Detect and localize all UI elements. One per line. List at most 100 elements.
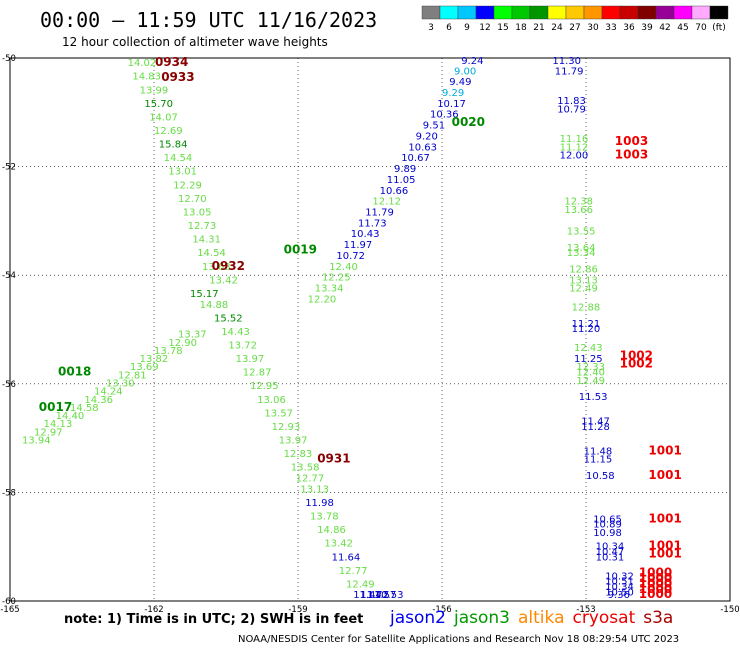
pass-time-label: 1001	[648, 443, 681, 457]
pass-time-label: 1002	[620, 348, 653, 362]
wave-height-label: 10.36	[430, 110, 459, 121]
lon-tick-label: -165	[0, 605, 19, 615]
map-frame	[9, 57, 731, 602]
pass-time-label: 0933	[161, 70, 194, 84]
wave-height-label: 11.16	[560, 134, 589, 145]
wave-height-points: 14.02 14.83 13.99 15.70 14.07 12.69 15.84 14.54…	[22, 56, 634, 601]
wave-height-label: 12.88	[572, 302, 601, 313]
wave-height-label: 9.51	[423, 121, 445, 132]
legend-bin-label: 30	[587, 23, 599, 33]
wave-height-label: 13.72	[228, 341, 257, 352]
wave-height-label: 15.84	[159, 140, 188, 151]
wave-height-label: 13.64	[567, 243, 596, 254]
wave-height-label: 9.36	[608, 590, 630, 601]
wave-height-label: 13.78	[154, 346, 183, 357]
wave-height-label: 11.21	[572, 319, 601, 330]
wave-height-label: 12.40	[329, 262, 358, 273]
pass-time-label: 1000	[639, 582, 672, 596]
pass-time-label: 1000	[639, 576, 672, 590]
wave-height-label: 14.40	[56, 411, 85, 422]
wave-height-label: 12.49	[576, 376, 605, 387]
legend-bin-label: 39	[641, 23, 653, 33]
lat-tick-label: -60	[2, 597, 16, 607]
wave-height-label: 11.72	[360, 590, 389, 601]
lon-tick-label: -153	[576, 605, 595, 615]
legend-swatch	[421, 5, 441, 20]
wave-height-label: 13.05	[183, 207, 212, 218]
pass-time-label: 0932	[212, 259, 245, 273]
satellite-legend: jason2 jason3 altika cryosat s3a	[390, 608, 681, 628]
axis-ticks: -165 -162 -159 -156 -153 -150 -50 -52 -54 -56 -58 -…	[0, 54, 739, 615]
wave-height-label: 12.20	[308, 294, 337, 305]
wave-height-label: 10.53	[375, 590, 404, 601]
wave-height-label: 11.48	[584, 446, 613, 457]
wave-height-label: 12.90	[168, 338, 197, 349]
wave-height-label: 13.78	[310, 512, 339, 523]
wave-height-label: 10.50	[605, 588, 634, 599]
wave-height-label: 9.29	[442, 88, 464, 99]
satellite-altika: altika	[518, 608, 565, 628]
lat-tick-label: -56	[2, 380, 16, 390]
wave-height-label: 11.83	[557, 96, 586, 107]
satellite-jason2: jason2	[390, 608, 446, 628]
wave-height-label: 15.52	[214, 313, 243, 324]
legend-swatch	[601, 5, 621, 20]
wave-height-label: 12.77	[339, 566, 368, 577]
wave-height-label: 13.99	[140, 85, 169, 96]
wave-height-label: 9.20	[416, 131, 438, 142]
wave-height-label: 9.00	[454, 66, 476, 77]
wave-height-label: 14.36	[84, 395, 113, 406]
wave-height-label: 13.13	[569, 275, 598, 286]
wave-height-label: 10.17	[437, 99, 466, 110]
wave-height-label: 11.25	[574, 354, 603, 365]
wave-height-label: 13.37	[178, 330, 207, 341]
legend-unit: (ft)	[712, 23, 726, 33]
wave-height-label: 11.15	[584, 455, 613, 466]
wave-height-label: 12.43	[574, 343, 603, 354]
wave-height-label: 11.79	[365, 207, 394, 218]
wave-height-label: 10.89	[593, 520, 622, 531]
legend-swatch	[511, 5, 531, 20]
legend-bin-label: 27	[569, 23, 580, 33]
pass-time-label: 1003	[615, 134, 648, 148]
legend-swatch	[709, 5, 729, 20]
lat-tick-label: -54	[2, 271, 16, 281]
legend-swatch	[673, 5, 693, 20]
legend-bin-label: 24	[551, 23, 563, 33]
wave-height-label: 12.83	[284, 449, 313, 460]
wave-height-label: 13.42	[324, 539, 353, 550]
wave-height-label: 10.31	[596, 552, 625, 563]
wave-height-label: 14.24	[94, 387, 123, 398]
wave-height-label: 12.77	[296, 474, 325, 485]
pass-time-label: 1000	[639, 566, 672, 580]
wave-height-label: 10.63	[408, 142, 437, 153]
wave-height-label: 13.66	[564, 205, 593, 216]
wave-height-label: 11.98	[305, 498, 334, 509]
legend-bin-label: 6	[446, 23, 452, 33]
wave-height-label: 11.57	[368, 590, 397, 601]
wave-height-label: 10.72	[336, 251, 365, 262]
lon-tick-label: -159	[288, 605, 307, 615]
wave-height-label: 12.40	[576, 368, 605, 379]
wave-height-label: 10.51	[605, 577, 634, 588]
pass-time-label: 1000	[639, 587, 672, 601]
page-title: 00:00 – 11:59 UTC 11/16/2023	[40, 8, 378, 32]
legend-bin-label: 18	[515, 23, 527, 33]
wave-height-label: 12.70	[178, 194, 207, 205]
pass-time-label: 1002	[620, 357, 653, 371]
legend-bin-label: 33	[605, 23, 616, 33]
legend-swatch	[619, 5, 639, 20]
legend-swatch	[637, 5, 657, 20]
wave-height-label: 10.34	[605, 582, 634, 593]
wave-height-label: 12.00	[560, 150, 589, 161]
wave-height-label: 14.88	[200, 300, 229, 311]
wave-height-label: 10.47	[596, 547, 625, 558]
wave-height-label: 12.97	[34, 427, 63, 438]
wave-height-label: 13.55	[567, 226, 596, 237]
wave-height-label: 15.70	[144, 99, 173, 110]
wave-height-label: 12.38	[564, 197, 593, 208]
wave-height-label: 11.28	[581, 422, 610, 433]
pass-time-label: 0018	[58, 365, 91, 379]
wave-height-label: 13.69	[130, 362, 159, 373]
